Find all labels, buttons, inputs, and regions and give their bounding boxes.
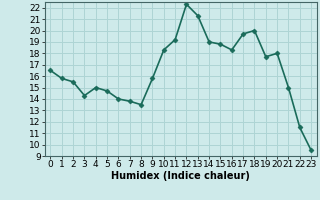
X-axis label: Humidex (Indice chaleur): Humidex (Indice chaleur) — [111, 171, 250, 181]
